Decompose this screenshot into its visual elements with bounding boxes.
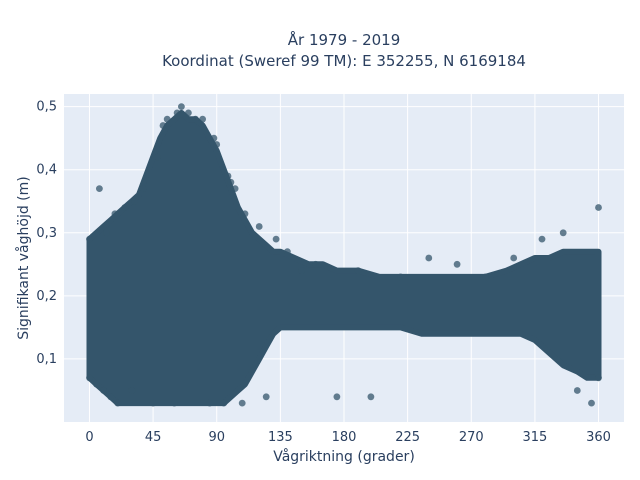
data-point [93, 380, 100, 388]
y-tick-label: 0,3 [36, 226, 57, 241]
data-point [354, 267, 362, 274]
chart-title-line-2: Koordinat (Sweref 99 TM): E 352255, N 61… [162, 52, 526, 70]
data-point [595, 204, 602, 211]
x-tick-label: 270 [459, 430, 484, 445]
data-point [178, 103, 185, 110]
data-point [185, 109, 192, 117]
data-point [170, 399, 178, 407]
x-axis-title: Vågriktning (grader) [273, 448, 415, 465]
data-point [298, 267, 305, 274]
data-point [121, 204, 129, 211]
data-point [103, 229, 110, 237]
chart-title-line-1: År 1979 - 2019 [288, 30, 401, 49]
data-point [131, 197, 139, 205]
data-point [114, 399, 122, 407]
data-point [111, 210, 119, 218]
data-point [210, 134, 218, 142]
data-point [107, 393, 115, 401]
data-point [153, 153, 161, 161]
data-point [227, 178, 235, 186]
data-point [425, 254, 433, 262]
data-point [573, 387, 581, 394]
x-axis-ticks: 0 45 90 135 180 225 270 315 360 [85, 430, 611, 445]
x-tick-label: 225 [395, 430, 420, 445]
data-point [262, 393, 270, 401]
y-tick-label: 0,2 [36, 289, 57, 304]
data-point [199, 115, 207, 123]
data-point [510, 254, 518, 262]
data-point [192, 115, 199, 123]
data-point [238, 399, 246, 407]
data-point [86, 235, 93, 243]
data-point [173, 109, 181, 117]
y-tick-label: 0,1 [36, 352, 57, 367]
data-point [100, 387, 107, 394]
data-point [128, 387, 136, 394]
data-point [312, 260, 320, 268]
data-point [272, 235, 280, 243]
x-tick-label: 315 [522, 430, 547, 445]
data-point [588, 399, 595, 407]
y-axis-title: Signifikant våghöjd (m) [15, 176, 32, 339]
data-point [538, 235, 546, 243]
y-tick-label: 0,4 [36, 163, 57, 178]
data-point [241, 210, 249, 218]
data-point [231, 185, 239, 193]
x-tick-label: 180 [332, 430, 357, 445]
data-point [159, 122, 167, 129]
data-point [213, 141, 221, 148]
data-point [333, 393, 341, 401]
data-point [559, 229, 567, 237]
data-point [96, 185, 103, 193]
data-points [86, 103, 602, 407]
x-tick-label: 45 [145, 430, 162, 445]
x-tick-label: 0 [85, 430, 93, 445]
data-point [453, 260, 461, 268]
data-point [367, 393, 375, 401]
data-point [139, 185, 147, 193]
y-axis-ticks: 0,1 0,2 0,3 0,4 0,5 [36, 100, 57, 367]
data-point [284, 248, 291, 256]
x-tick-label: 360 [586, 430, 611, 445]
y-tick-label: 0,5 [36, 100, 57, 115]
data-point [163, 115, 171, 123]
data-point [482, 273, 489, 281]
data-point [595, 374, 602, 382]
data-point [255, 223, 263, 230]
data-point [397, 273, 404, 281]
data-point [224, 172, 232, 180]
data-point [220, 399, 228, 407]
x-tick-label: 90 [208, 430, 225, 445]
x-tick-label: 135 [268, 430, 293, 445]
data-point [206, 399, 214, 407]
data-point [86, 374, 93, 382]
data-point [149, 399, 157, 407]
